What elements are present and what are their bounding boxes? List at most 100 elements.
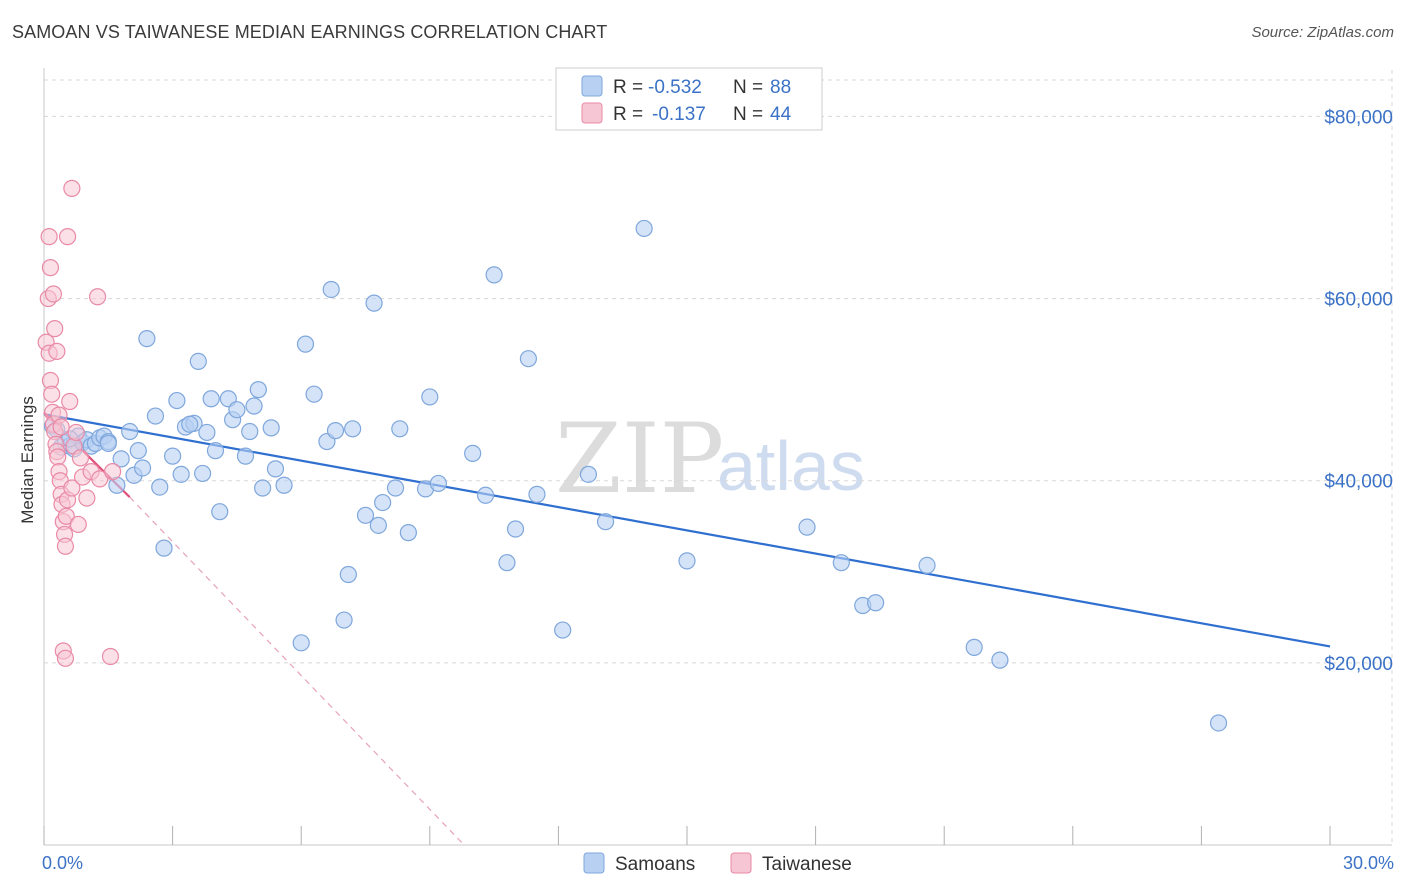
taiwanese-point-39: [56, 649, 75, 667]
taiwanese-point-21: [63, 479, 81, 497]
samoans-point-55: [365, 294, 383, 312]
samoans-point-53: [344, 420, 362, 438]
samoans-point-67: [498, 554, 516, 572]
samoans-point-43: [266, 460, 285, 478]
samoans-point-31: [198, 423, 216, 442]
taiwanese-point-41: [63, 179, 81, 197]
samoans-point-24: [164, 447, 182, 465]
samoans-point-80: [918, 556, 936, 575]
samoans-point-18: [129, 442, 147, 460]
samoans-point-69: [519, 350, 537, 368]
samoans-point-29: [189, 352, 207, 371]
samoans-point-44: [275, 476, 293, 494]
taiwanese-point-30: [103, 463, 122, 481]
samoans-point-25: [168, 391, 186, 410]
samoans-point-70: [528, 485, 546, 503]
samoans-point-22: [151, 478, 169, 496]
taiwanese-point-24: [69, 515, 87, 534]
y-tick-label-0: $20,000: [1324, 654, 1393, 675]
taiwanese-point-25: [71, 449, 90, 467]
samoans-point-47: [305, 385, 323, 403]
samoans-point-40: [245, 397, 263, 415]
taiwanese-point-4: [43, 385, 61, 403]
taiwanese-point-37: [52, 418, 70, 436]
samoans-point-83: [1209, 714, 1228, 732]
taiwanese-point-33: [44, 285, 63, 303]
y-tick-labels: $20,000 $40,000 $60,000 $80,000: [1324, 107, 1393, 674]
series-legend: Samoans Taiwanese: [583, 852, 852, 875]
samoans-point-84: [99, 434, 117, 452]
samoans-trend-line: [43, 413, 1331, 648]
samoans-point-49: [322, 280, 340, 299]
samoans-point-56: [369, 516, 387, 534]
taiwanese-point-20: [61, 392, 79, 411]
watermark-atlas: atlas: [717, 427, 865, 505]
samoans-point-86: [262, 419, 280, 437]
axes: [43, 68, 1392, 846]
samoans-point-19: [133, 459, 152, 477]
legend-swatch-samoans: [581, 75, 603, 97]
samoans-point-45: [292, 634, 310, 652]
bottom-legend-samoans: Samoans: [615, 854, 695, 875]
legend-taiwanese-n-label: N =: [733, 104, 763, 125]
samoans-point-77: [832, 554, 850, 572]
samoans-point-39: [241, 422, 259, 441]
samoans-point-59: [391, 420, 409, 438]
legend-samoans-r-value: -0.532: [648, 77, 702, 98]
samoans-point-54: [356, 506, 375, 524]
samoans-point-52: [339, 565, 357, 584]
samoans-point-82: [991, 651, 1009, 669]
legend-swatch-taiwanese: [581, 102, 603, 124]
samoans-point-46: [296, 335, 315, 353]
samoans-point-76: [798, 518, 816, 536]
samoans-point-21: [146, 407, 165, 425]
samoans-point-32: [202, 390, 220, 408]
bottom-legend-taiwanese: Taiwanese: [762, 854, 852, 875]
samoans-points: [43, 219, 1228, 732]
y-tick-label-2: $60,000: [1324, 290, 1393, 311]
taiwanese-point-23: [67, 423, 85, 442]
legend-taiwanese-n-value: 44: [770, 104, 792, 125]
taiwanese-point-34: [46, 320, 64, 338]
taiwanese-point-29: [91, 470, 109, 488]
chart-source: Source: ZipAtlas.com: [1251, 24, 1394, 41]
chart-title: SAMOAN VS TAIWANESE MEDIAN EARNINGS CORR…: [12, 22, 608, 42]
taiwanese-points: [37, 179, 122, 667]
samoans-point-79: [867, 594, 885, 612]
samoans-point-73: [596, 513, 615, 531]
taiwanese-point-35: [48, 342, 66, 360]
samoans-point-58: [386, 479, 405, 497]
correlation-legend: R = -0.532 N = 88 R = -0.137 N = 44: [555, 67, 823, 131]
samoans-point-51: [335, 611, 353, 629]
taiwanese-point-32: [41, 259, 60, 277]
legend-taiwanese-r-label: R =: [613, 104, 643, 125]
samoans-point-57: [374, 493, 392, 512]
samoans-point-68: [506, 520, 525, 538]
samoans-point-26: [172, 465, 190, 483]
samoans-point-16: [121, 422, 139, 441]
legend-samoans-n-label: N =: [733, 77, 763, 98]
samoans-point-74: [635, 219, 653, 238]
taiwanese-point-40: [58, 228, 77, 246]
samoans-point-66: [485, 266, 503, 284]
samoans-point-38: [236, 447, 255, 465]
y-axis-label: Median Earnings: [18, 396, 37, 524]
samoans-point-63: [429, 474, 447, 493]
samoans-point-65: [476, 486, 495, 504]
samoans-point-23: [155, 539, 173, 557]
taiwanese-point-31: [40, 228, 58, 246]
legend-samoans-n-value: 88: [770, 77, 791, 98]
samoans-point-50: [326, 422, 345, 440]
samoans-point-42: [254, 479, 272, 497]
samoans-point-60: [399, 524, 417, 542]
y-tick-label-1: $40,000: [1324, 472, 1393, 493]
samoans-point-15: [112, 450, 130, 468]
taiwanese-point-27: [78, 489, 96, 507]
samoans-point-41: [249, 381, 267, 399]
samoans-point-72: [579, 465, 598, 483]
samoans-point-62: [421, 388, 439, 406]
grid-lines: [44, 70, 1393, 845]
samoans-point-64: [464, 444, 482, 462]
x-tick-label-max: 30.0%: [1343, 853, 1394, 873]
